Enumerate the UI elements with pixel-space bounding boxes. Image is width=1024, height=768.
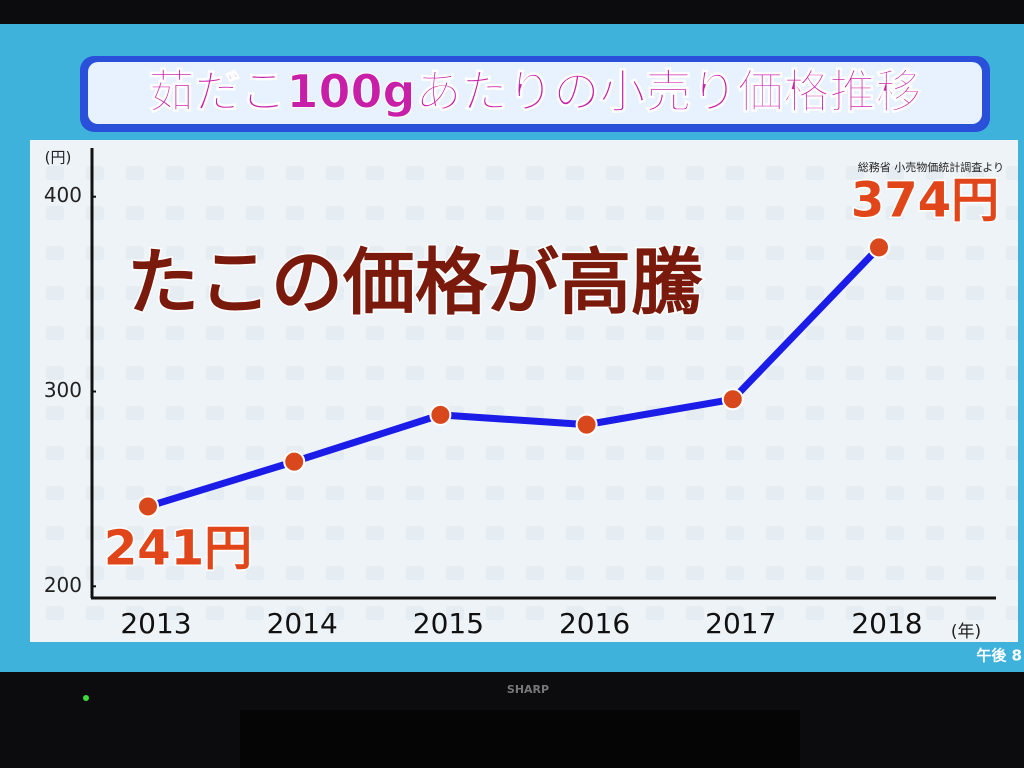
data-point — [137, 495, 159, 518]
y-tick-label: 200 — [44, 573, 82, 597]
y-tick-label: 400 — [44, 183, 82, 207]
x-tick-label: 2015 — [413, 607, 484, 640]
x-tick-label: 2018 — [851, 607, 922, 640]
data-line — [146, 244, 882, 510]
tv-stand — [240, 710, 800, 768]
tv-brand: SHARP — [507, 683, 549, 696]
title-box — [88, 62, 982, 124]
source-note: 総務省 小売物価統計調査より — [858, 160, 1004, 174]
data-point — [868, 236, 890, 259]
data-point — [575, 413, 598, 436]
x-tick-label: 2016 — [559, 607, 630, 640]
x-tick-label: 2017 — [705, 607, 776, 640]
data-point — [429, 403, 452, 426]
chart-title: 茹だこ100gあたりの小売り価格推移 — [149, 65, 922, 119]
annotation: たこの価格が高騰 — [127, 241, 703, 325]
value-label: 374円 — [851, 172, 999, 228]
clock: 午後 8 — [976, 647, 1022, 665]
x-tick-label: 2014 — [267, 607, 338, 640]
chart-panel — [30, 140, 1018, 642]
data-point — [283, 450, 306, 473]
data-point — [721, 388, 744, 411]
value-label: 241円 — [104, 520, 252, 576]
y-axis-unit: (円) — [45, 149, 72, 167]
power-led — [83, 695, 89, 701]
x-axis-unit: (年) — [951, 622, 981, 642]
y-tick-label: 300 — [44, 378, 82, 402]
x-tick-label: 2013 — [120, 607, 191, 640]
